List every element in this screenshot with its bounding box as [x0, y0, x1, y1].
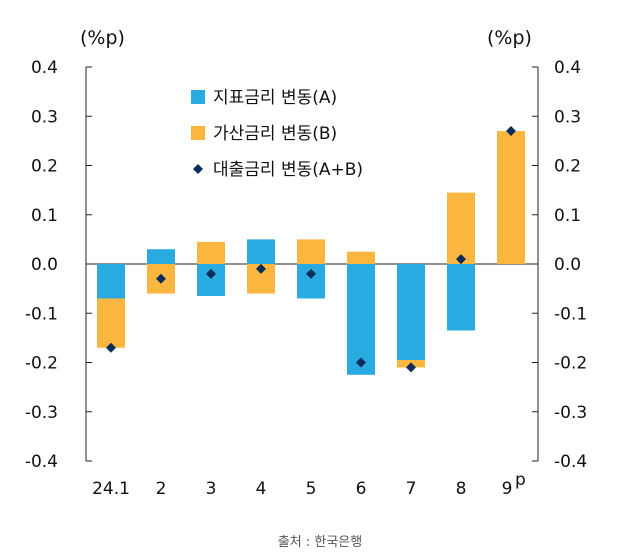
marker-point: [156, 273, 166, 284]
category-label: 7: [406, 479, 417, 499]
right-tick-label: 0.0: [554, 255, 581, 275]
marker-point: [506, 126, 516, 137]
markers: [106, 126, 516, 373]
bar: [347, 251, 375, 264]
left-tick-label: 0.3: [31, 107, 58, 127]
legend: 지표금리 변동(A) 가산금리 변동(B) 대출금리 변동(A+B): [191, 88, 363, 180]
legend-label: 대출금리 변동(A+B): [213, 160, 363, 180]
right-tick-label: 0.2: [554, 157, 581, 177]
bar: [447, 264, 475, 331]
unit-label-right: (%p): [487, 27, 532, 49]
left-tick-label: -0.4: [25, 452, 58, 472]
left-tick-label: 0.2: [31, 157, 58, 177]
bar: [147, 249, 175, 264]
marker-point: [256, 263, 266, 274]
right-tick-label: 0.4: [554, 58, 581, 78]
marker-point: [356, 357, 366, 368]
right-tick-label: -0.2: [554, 354, 587, 374]
category-label: 24.1: [92, 479, 130, 499]
category-labels: 24.1 2 3 4 5 6 7 8 9 p: [92, 470, 526, 499]
bar: [197, 241, 225, 264]
bar: [247, 239, 275, 264]
marker-point: [306, 268, 316, 279]
category-label: 5: [306, 479, 317, 499]
category-label: 3: [206, 479, 217, 499]
legend-swatch: [191, 126, 205, 140]
bar: [447, 192, 475, 264]
category-label: 8: [456, 479, 467, 499]
category-label: 6: [356, 479, 367, 499]
legend-label: 가산금리 변동(B): [213, 124, 337, 144]
right-tick-label: -0.4: [554, 452, 587, 472]
marker-point: [456, 254, 466, 265]
left-tick-label: -0.1: [25, 304, 58, 324]
legend-swatch: [193, 164, 203, 174]
left-tick-label: -0.3: [25, 403, 58, 423]
bars: [97, 131, 525, 375]
bar: [497, 131, 525, 264]
right-tick-label: 0.1: [554, 206, 581, 226]
legend-swatch: [191, 90, 205, 104]
bar: [197, 264, 225, 297]
marker-point: [106, 342, 116, 353]
unit-label-left: (%p): [80, 27, 125, 49]
source-text: 출처 : 한국은행: [278, 534, 362, 550]
category-superscript: p: [515, 470, 526, 490]
category-label: 9: [502, 479, 513, 499]
right-tick-label: -0.1: [554, 304, 587, 324]
category-label: 4: [256, 479, 267, 499]
tick-labels: 0.4 0.4 0.3 0.3 0.2 0.2 0.1 0.1 0.0 0.0 -0.1 -0.1 -0…: [25, 58, 587, 472]
left-tick-label: -0.2: [25, 354, 58, 374]
left-tick-label: 0.0: [31, 255, 58, 275]
bar: [397, 264, 425, 361]
bar: [297, 239, 325, 264]
right-tick-label: 0.3: [554, 107, 581, 127]
bar: [97, 298, 125, 348]
bar: [347, 264, 375, 375]
marker-point: [206, 268, 216, 279]
left-tick-label: 0.1: [31, 206, 58, 226]
bar: [97, 264, 125, 299]
category-label: 2: [156, 479, 167, 499]
right-tick-label: -0.3: [554, 403, 587, 423]
legend-label: 지표금리 변동(A): [213, 88, 337, 108]
left-tick-label: 0.4: [31, 58, 58, 78]
marker-point: [406, 362, 416, 373]
